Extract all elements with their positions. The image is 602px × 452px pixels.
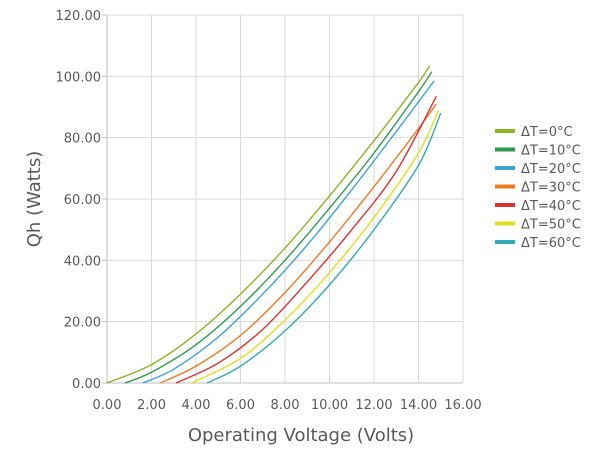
x-tick-label: 2.00 xyxy=(137,398,166,413)
legend-label-2: ΔT=20°C xyxy=(521,162,581,177)
y-tick-label: 0.00 xyxy=(72,377,101,392)
y-tick-label: 60.00 xyxy=(64,193,101,208)
y-tick-label: 80.00 xyxy=(64,132,101,147)
legend-swatch-6 xyxy=(495,240,515,244)
legend-label-5: ΔT=50°C xyxy=(521,218,581,233)
legend-swatch-2 xyxy=(495,166,515,170)
series-line-4 xyxy=(175,95,437,384)
legend-label-1: ΔT=10°C xyxy=(521,144,581,159)
legend-label-6: ΔT=60°C xyxy=(521,236,581,251)
series-line-1 xyxy=(124,71,433,384)
x-tick-label: 12.00 xyxy=(355,398,392,413)
plot-series xyxy=(106,65,442,384)
y-tick-label: 100.00 xyxy=(56,70,102,85)
legend: ΔT=0°C ΔT=10°C ΔT=20°C ΔT=30°C ΔT=40°C ΔT=50°… xyxy=(495,125,581,251)
x-axis-title: Operating Voltage (Volts) xyxy=(188,425,414,446)
x-tick-label: 6.00 xyxy=(226,398,255,413)
series-line-6 xyxy=(206,112,442,384)
x-tick-label: 14.00 xyxy=(400,398,437,413)
y-tick-label: 40.00 xyxy=(64,254,101,269)
x-tick-label: 4.00 xyxy=(182,398,211,413)
legend-label-3: ΔT=30°C xyxy=(521,181,581,196)
legend-swatch-0 xyxy=(495,129,515,133)
x-tick-label: 16.00 xyxy=(444,398,481,413)
y-tick-labels: 0.00 20.00 40.00 60.00 80.00 100.00 120.00 xyxy=(56,9,102,392)
legend-swatch-3 xyxy=(495,184,515,189)
legend-label-0: ΔT=0°C xyxy=(521,125,573,140)
legend-swatch-1 xyxy=(495,147,515,152)
y-axis-title: Qh (Watts) xyxy=(24,151,45,248)
legend-swatch-5 xyxy=(495,221,515,226)
y-tick-label: 120.00 xyxy=(56,9,102,24)
series-line-5 xyxy=(191,109,440,384)
grid xyxy=(106,14,464,384)
x-tick-labels: 0.00 2.00 4.00 6.00 8.00 10.00 12.00 14.00 16.00 xyxy=(93,398,482,413)
axes xyxy=(102,14,463,384)
legend-label-4: ΔT=40°C xyxy=(521,199,581,214)
legend-swatch-4 xyxy=(495,203,515,207)
x-tick-label: 0.00 xyxy=(93,398,122,413)
series-line-0 xyxy=(106,65,431,384)
series-line-2 xyxy=(142,80,435,384)
x-tick-label: 10.00 xyxy=(311,398,348,413)
series-line-3 xyxy=(160,103,437,384)
y-tick-label: 20.00 xyxy=(64,316,101,331)
x-tick-label: 8.00 xyxy=(271,398,300,413)
